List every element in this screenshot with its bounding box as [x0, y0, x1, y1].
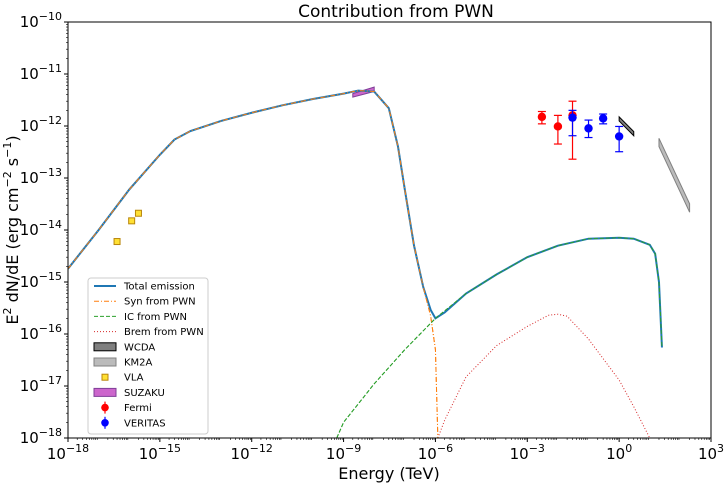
legend-label: KM2A — [124, 358, 153, 369]
x-tick-label: 103 — [698, 442, 724, 463]
point-vla — [134, 209, 142, 217]
legend-label: SUZAKU — [124, 388, 165, 399]
point-vla — [128, 217, 136, 225]
legend-item-veritas: VERITAS — [101, 416, 166, 429]
legend-swatch — [93, 387, 117, 397]
y-tick-label: 10−12 — [20, 114, 62, 135]
legend-item-suzaku: SUZAKU — [93, 387, 165, 399]
legend-item-wcda: WCDA — [93, 342, 155, 353]
legend-label: IC from PWN — [124, 312, 187, 323]
legend-label: Syn from PWN — [124, 297, 196, 308]
y-tick-label: 10−11 — [20, 62, 62, 83]
legend-label: WCDA — [124, 342, 155, 353]
legend-label: Fermi — [124, 403, 152, 414]
legend-swatch — [101, 419, 109, 427]
chart-title: Contribution from PWN — [298, 2, 494, 22]
x-tick-label: 10−18 — [47, 442, 89, 463]
legend-item-fermi: Fermi — [101, 401, 152, 414]
band-km2a — [658, 138, 691, 213]
y-axis-label: E2 dN/dE (erg cm−2 s−1) — [1, 135, 22, 324]
legend-item-total-emission: Total emission — [94, 282, 195, 293]
y-tick-label: 10−10 — [20, 10, 62, 31]
band-wcda — [618, 115, 635, 137]
x-axis: 10−18 10−15 10−12 10−9 10−6 10−3 100 103 — [47, 438, 724, 463]
legend-swatch — [93, 342, 117, 352]
legend-swatch — [101, 403, 109, 412]
point-vla — [113, 238, 121, 246]
legend-label: Brem from PWN — [124, 327, 204, 338]
y-tick-label: 10−16 — [20, 322, 62, 343]
legend-box — [87, 277, 209, 435]
series-ic-overlay — [336, 237, 663, 438]
y-axis: 10−18 10−17 10−16 10−15 10−14 10−13 10−12 10−11… — [20, 10, 68, 447]
legend-swatch — [93, 357, 117, 367]
x-tick-label: 10−9 — [326, 442, 361, 463]
legend-item-km2a: KM2A — [93, 357, 153, 369]
legend-item-brem-from-pwn: Brem from PWN — [94, 327, 204, 338]
point-fermi — [537, 112, 547, 122]
marker-layer — [113, 100, 624, 246]
legend-item-ic-from-pwn: IC from PWN — [94, 312, 187, 323]
legend-label: VERITAS — [124, 418, 166, 429]
y-tick-label: 10−15 — [20, 270, 62, 291]
point-veritas — [568, 113, 577, 122]
x-tick-label: 10−3 — [510, 442, 545, 463]
legend: Total emission Syn from PWN IC from PWN Bre… — [87, 277, 209, 435]
y-tick-label: 10−13 — [20, 166, 62, 187]
series-ic-from-pwn — [336, 237, 663, 438]
point-veritas — [584, 124, 593, 133]
x-tick-label: 10−6 — [418, 442, 453, 463]
x-tick-label: 10−12 — [231, 442, 273, 463]
series-brem-from-pwn — [437, 313, 651, 438]
legend-item-vla: VLA — [101, 373, 144, 384]
series-layer — [68, 86, 691, 438]
legend-label: Total emission — [123, 282, 195, 293]
legend-label: VLA — [124, 373, 144, 384]
x-axis-label: Energy (TeV) — [338, 464, 439, 483]
y-tick-label: 10−17 — [20, 374, 62, 395]
y-tick-label: 10−18 — [20, 426, 62, 447]
point-veritas — [598, 114, 608, 123]
x-tick-label: 10−15 — [139, 442, 181, 463]
x-tick-label: 100 — [606, 442, 632, 463]
legend-item-syn-from-pwn: Syn from PWN — [94, 297, 196, 308]
y-tick-label: 10−14 — [20, 218, 62, 239]
legend-swatch — [101, 373, 109, 381]
series-syn-overlay — [68, 90, 439, 438]
point-veritas — [614, 132, 624, 141]
point-fermi — [553, 122, 563, 131]
